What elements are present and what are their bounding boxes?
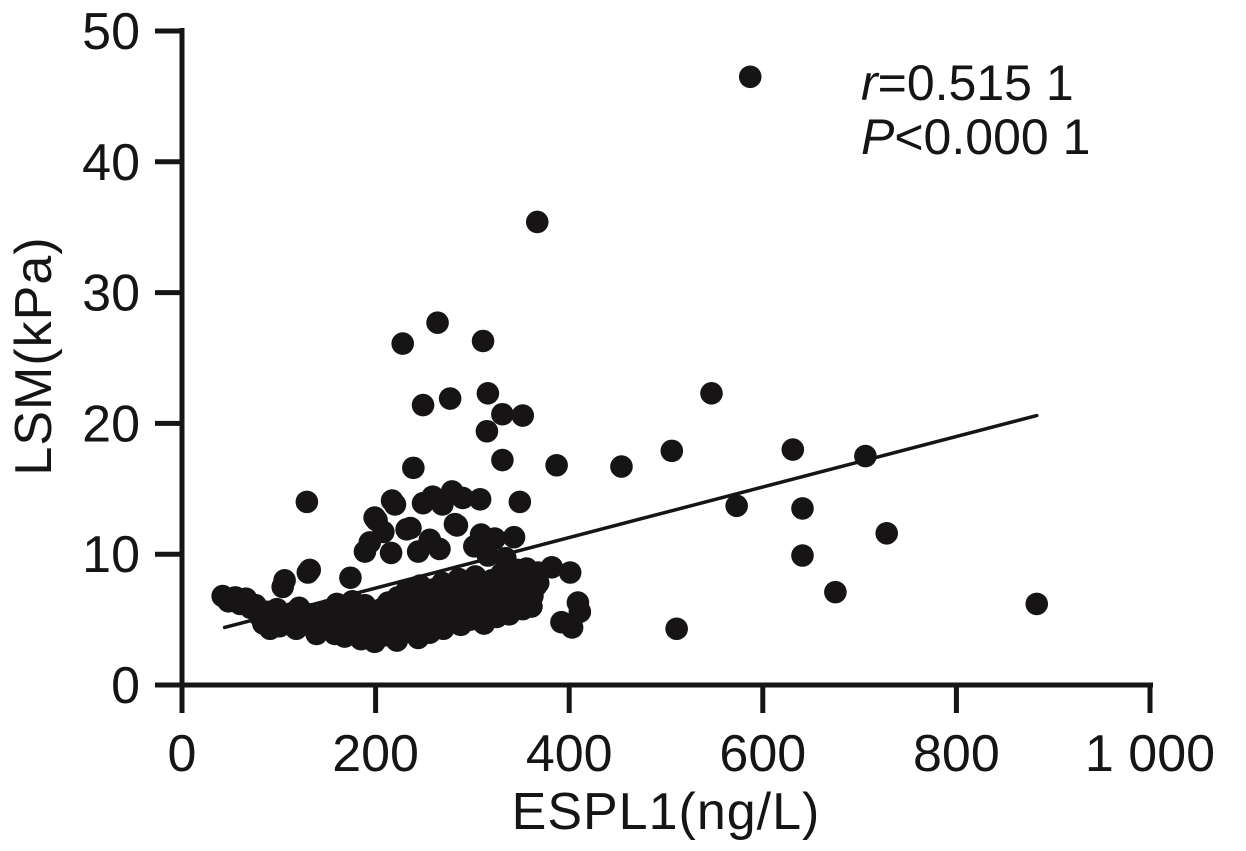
r-value-line: r=0.515 1 bbox=[861, 56, 1090, 110]
x-tick-label: 600 bbox=[719, 725, 806, 783]
data-point bbox=[298, 558, 322, 582]
data-point bbox=[426, 311, 449, 334]
data-point bbox=[353, 540, 377, 563]
data-point bbox=[379, 541, 403, 565]
p-value-text: <0.000 1 bbox=[894, 109, 1091, 165]
data-point bbox=[391, 332, 415, 355]
data-point bbox=[445, 514, 469, 537]
data-point bbox=[725, 494, 748, 518]
p-symbol: P bbox=[861, 109, 895, 165]
data-point bbox=[545, 453, 568, 477]
stats-annotation: r=0.515 1 P<0.000 1 bbox=[861, 56, 1090, 164]
data-point bbox=[483, 527, 506, 550]
data-point bbox=[791, 544, 814, 567]
data-point bbox=[824, 580, 847, 604]
data-point bbox=[475, 419, 499, 443]
data-point bbox=[385, 629, 409, 652]
y-axis-title: LSM(kPa) bbox=[5, 236, 63, 476]
data-point bbox=[432, 617, 455, 641]
data-point bbox=[471, 329, 495, 353]
data-point bbox=[451, 486, 475, 510]
r-symbol: r bbox=[861, 55, 878, 111]
data-point bbox=[854, 444, 877, 468]
data-point bbox=[511, 404, 535, 427]
data-point bbox=[411, 393, 435, 417]
data-point bbox=[431, 493, 454, 516]
data-point bbox=[781, 438, 805, 461]
data-point bbox=[1025, 592, 1049, 616]
data-point bbox=[339, 566, 362, 590]
data-point bbox=[438, 387, 462, 410]
data-point bbox=[540, 555, 564, 579]
x-tick-label: 200 bbox=[332, 725, 419, 783]
p-value-line: P<0.000 1 bbox=[861, 110, 1090, 164]
data-point bbox=[525, 210, 549, 234]
data-point bbox=[610, 455, 633, 478]
data-point bbox=[558, 561, 582, 584]
y-tick-label: 10 bbox=[82, 526, 140, 584]
data-point bbox=[502, 525, 526, 549]
data-point bbox=[383, 493, 407, 516]
data-point bbox=[349, 627, 373, 651]
x-tick-label: 1 000 bbox=[1085, 725, 1215, 783]
data-point bbox=[665, 617, 688, 641]
data-point bbox=[524, 574, 548, 597]
data-point bbox=[365, 508, 388, 532]
y-tick-label: 30 bbox=[82, 265, 140, 323]
data-point bbox=[295, 490, 319, 514]
data-point bbox=[395, 518, 418, 541]
data-point bbox=[476, 382, 500, 405]
x-tick-label: 400 bbox=[526, 725, 613, 783]
data-point bbox=[875, 521, 899, 545]
y-tick-label: 50 bbox=[82, 3, 140, 61]
data-point bbox=[428, 537, 451, 561]
data-point bbox=[660, 439, 684, 463]
data-point bbox=[406, 540, 430, 563]
data-point bbox=[491, 402, 514, 426]
regression-line bbox=[222, 413, 1039, 630]
y-tick-label: 40 bbox=[82, 134, 140, 192]
data-point bbox=[468, 487, 492, 511]
data-point bbox=[560, 616, 584, 639]
data-point bbox=[273, 569, 296, 592]
x-tick-label: 800 bbox=[913, 725, 1000, 783]
data-point bbox=[738, 65, 762, 89]
data-point bbox=[700, 382, 723, 405]
data-point bbox=[476, 544, 500, 567]
data-point bbox=[791, 497, 814, 520]
x-tick-label: 0 bbox=[168, 725, 197, 783]
data-point bbox=[520, 595, 543, 618]
data-point bbox=[508, 490, 532, 514]
data-point bbox=[402, 456, 425, 480]
y-tick-label: 20 bbox=[82, 395, 140, 453]
y-tick-label: 0 bbox=[111, 657, 140, 715]
x-axis-title: ESPL1(ng/L) bbox=[511, 783, 821, 841]
r-value-text: =0.515 1 bbox=[877, 55, 1074, 111]
data-point bbox=[491, 448, 514, 472]
